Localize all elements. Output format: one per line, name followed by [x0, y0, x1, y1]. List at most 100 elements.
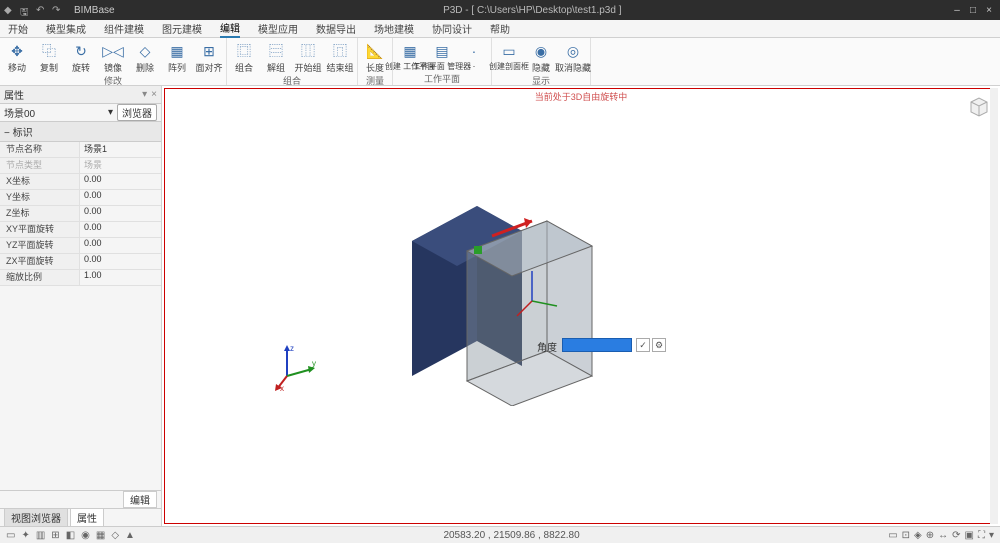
- titlebar: ◆ 🖫 ↶ ↷ BIMBase P3D - [ C:\Users\HP\Desk…: [0, 0, 1000, 20]
- sb-icon[interactable]: ⊕: [926, 530, 934, 541]
- edit-button[interactable]: 编辑: [123, 491, 157, 508]
- tab-properties[interactable]: 属性: [70, 508, 104, 527]
- group-icon: ⿴: [235, 42, 253, 60]
- prop-row: 节点类型场景: [0, 158, 161, 174]
- prop-row: 节点名称场景1: [0, 142, 161, 158]
- sb-icon[interactable]: ◈: [914, 530, 922, 541]
- ribbon-group-display: ▭创建剖面框 ◉隐藏 ◎取消隐藏 显示: [492, 38, 591, 85]
- coords-readout: 20583.20 , 21509.86 , 8822.80: [135, 530, 888, 541]
- ribbon-group-group: ⿴组合 ⿳解组 ⿲开始组 ⿵结束组 组合: [227, 38, 358, 85]
- cmd-section[interactable]: ▭创建剖面框: [496, 42, 522, 72]
- svg-text:x: x: [280, 384, 284, 391]
- sb-icon[interactable]: ⟳: [952, 530, 960, 541]
- wpmgr-icon: ▤: [433, 42, 451, 60]
- sb-icon[interactable]: ◧: [66, 530, 75, 541]
- cmd-rotate[interactable]: ↻旋转: [68, 42, 94, 74]
- sb-icon[interactable]: ▣: [965, 530, 974, 541]
- prop-row: Y坐标0.00: [0, 190, 161, 206]
- properties-list: − 标识 节点名称场景1 节点类型场景 X坐标0.00 Y坐标0.00 Z坐标0…: [0, 122, 161, 490]
- panel-header: 属性 ▾×: [0, 86, 161, 104]
- cmd-array[interactable]: ▦阵列: [164, 42, 190, 74]
- app-name: BIMBase: [74, 5, 115, 16]
- menu-model-integration[interactable]: 模型集成: [46, 21, 86, 36]
- qat-undo-icon[interactable]: ↶: [36, 5, 46, 15]
- createwp-icon: ▦: [401, 42, 419, 60]
- confirm-icon[interactable]: ✓: [636, 338, 650, 352]
- sb-icon[interactable]: ▥: [36, 530, 45, 541]
- menu-collab[interactable]: 协同设计: [432, 21, 472, 36]
- sb-icon[interactable]: ▦: [96, 530, 105, 541]
- properties-panel: 属性 ▾ × 场景00 ▾ 浏览器 − 标识 节点名称场景1 节点类型场景 X坐标…: [0, 86, 162, 526]
- cmd-startgroup[interactable]: ⿲开始组: [295, 42, 321, 74]
- qat-save-icon[interactable]: 🖫: [20, 5, 30, 15]
- cmd-wp-other[interactable]: ··: [461, 42, 487, 71]
- sb-icon[interactable]: ▭: [888, 530, 897, 541]
- group-label-modify: 修改: [104, 74, 122, 86]
- sb-icon[interactable]: ⊞: [51, 530, 59, 541]
- close-button[interactable]: ×: [982, 5, 996, 16]
- cmd-copy[interactable]: ⿻复制: [36, 42, 62, 74]
- sb-icon[interactable]: ◇: [111, 530, 119, 541]
- cmd-group[interactable]: ⿴组合: [231, 42, 257, 74]
- sb-icon[interactable]: ▾: [989, 530, 994, 541]
- cmd-mirror[interactable]: ▷◁镜像: [100, 42, 126, 74]
- cmd-ungroup[interactable]: ⿳解组: [263, 42, 289, 74]
- scene-selector[interactable]: 场景00: [4, 105, 104, 120]
- cmd-unhide[interactable]: ◎取消隐藏: [560, 42, 586, 74]
- menu-primitive[interactable]: 图元建模: [162, 21, 202, 36]
- viewcube-icon[interactable]: [966, 94, 992, 120]
- axis-indicator-icon: z y x: [272, 341, 322, 391]
- window-title: P3D - [ C:\Users\HP\Desktop\test1.p3d ]: [115, 5, 950, 16]
- cmd-delete[interactable]: ◇删除: [132, 42, 158, 74]
- app-logo-icon: ◆: [4, 5, 14, 15]
- tab-viewbrowser[interactable]: 视图浏览器: [4, 508, 68, 527]
- menu-help[interactable]: 帮助: [490, 21, 510, 36]
- browser-button[interactable]: 浏览器: [117, 104, 157, 121]
- menu-site[interactable]: 场地建模: [374, 21, 414, 36]
- minimize-button[interactable]: –: [950, 5, 964, 16]
- cmd-wp-manager[interactable]: ▤工作平面 管理器: [429, 42, 455, 72]
- window-controls: – □ ×: [950, 5, 1000, 16]
- angle-input[interactable]: [562, 338, 632, 352]
- menu-component[interactable]: 组件建模: [104, 21, 144, 36]
- settings-icon[interactable]: ⚙: [652, 338, 666, 352]
- ribbon: ✥移动 ⿻复制 ↻旋转 ▷◁镜像 ◇删除 ▦阵列 ⊞面对齐 修改 ⿴组合 ⿳解组…: [0, 38, 1000, 86]
- svg-text:y: y: [312, 359, 316, 368]
- move-icon: ✥: [8, 42, 26, 60]
- sb-icon[interactable]: ⛶: [978, 530, 985, 541]
- wpother-icon: ·: [465, 42, 483, 60]
- cmd-hide[interactable]: ◉隐藏: [528, 42, 554, 74]
- cmd-endgroup[interactable]: ⿵结束组: [327, 42, 353, 74]
- sb-icon[interactable]: ↔: [938, 530, 948, 541]
- group-label-display: 显示: [532, 74, 550, 86]
- panel-pin-icon[interactable]: ▾: [142, 89, 147, 100]
- section-header: − 标识: [0, 122, 161, 142]
- qat-redo-icon[interactable]: ↷: [52, 5, 62, 15]
- panel-tabs: 视图浏览器 属性: [0, 508, 161, 526]
- group-label-group: 组合: [283, 74, 301, 86]
- svg-text:z: z: [290, 344, 294, 353]
- cmd-move[interactable]: ✥移动: [4, 42, 30, 74]
- prop-row: Z坐标0.00: [0, 206, 161, 222]
- cmd-align[interactable]: ⊞面对齐: [196, 42, 222, 74]
- group-label-workplane: 工作平面: [424, 72, 460, 84]
- viewport[interactable]: 当前处于3D自由旋转中 z: [162, 86, 1000, 526]
- sb-icon[interactable]: ⊡: [902, 530, 910, 541]
- sb-icon[interactable]: ✦: [21, 530, 29, 541]
- panel-close-icon[interactable]: ×: [151, 89, 157, 100]
- menu-model-app[interactable]: 模型应用: [258, 21, 298, 36]
- menu-edit[interactable]: 编辑: [220, 20, 240, 38]
- statusbar: ▭ ✦ ▥ ⊞ ◧ ◉ ▦ ◇ ▲ 20583.20 , 21509.86 , …: [0, 526, 1000, 543]
- menu-start[interactable]: 开始: [8, 21, 28, 36]
- align-icon: ⊞: [200, 42, 218, 60]
- sb-icon[interactable]: ▲: [125, 530, 135, 541]
- sel-chevron-icon[interactable]: ▾: [108, 107, 113, 118]
- sb-icon[interactable]: ▭: [6, 530, 15, 541]
- maximize-button[interactable]: □: [966, 5, 980, 16]
- menu-export[interactable]: 数据导出: [316, 21, 356, 36]
- sb-icon[interactable]: ◉: [81, 530, 90, 541]
- endgroup-icon: ⿵: [331, 42, 349, 60]
- scrollbar-vertical[interactable]: [990, 88, 998, 524]
- model-3d: [382, 176, 602, 406]
- ribbon-group-modify: ✥移动 ⿻复制 ↻旋转 ▷◁镜像 ◇删除 ▦阵列 ⊞面对齐 修改: [0, 38, 227, 85]
